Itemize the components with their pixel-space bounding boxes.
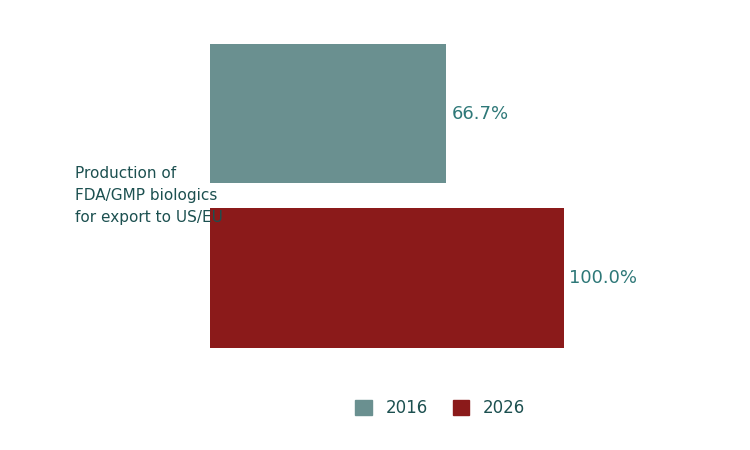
Bar xyxy=(210,208,564,348)
Legend: 2016, 2026: 2016, 2026 xyxy=(349,392,532,424)
Text: 100.0%: 100.0% xyxy=(569,269,638,287)
Bar xyxy=(210,44,446,184)
Text: Production of
FDA/GMP biologics
for export to US/EU: Production of FDA/GMP biologics for expo… xyxy=(76,166,223,225)
Text: 66.7%: 66.7% xyxy=(452,105,509,122)
